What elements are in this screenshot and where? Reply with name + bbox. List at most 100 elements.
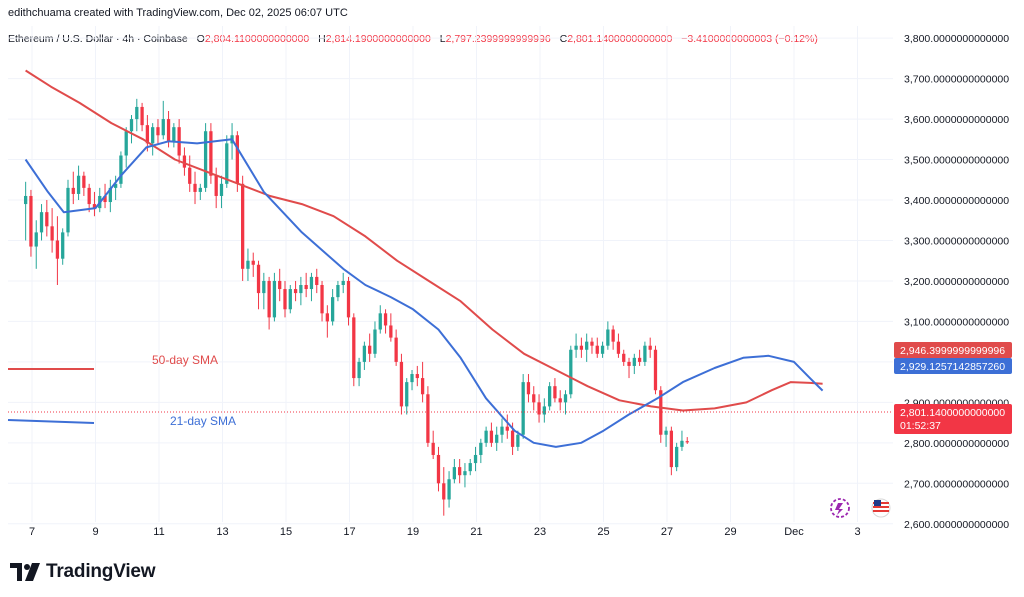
candle-body xyxy=(320,285,324,314)
candle-body xyxy=(415,374,419,379)
candle-body xyxy=(622,353,626,362)
candle xyxy=(256,260,261,310)
candle-body xyxy=(447,479,451,500)
candle xyxy=(680,430,684,451)
close-label: C xyxy=(559,33,568,45)
candle-body xyxy=(585,341,589,350)
candle-body xyxy=(71,187,75,194)
candle-body xyxy=(553,386,557,399)
candle-body xyxy=(590,341,594,346)
candle xyxy=(489,422,494,447)
candle-body xyxy=(436,454,441,484)
candle-body xyxy=(648,345,652,350)
candle xyxy=(235,131,239,192)
candle-body xyxy=(209,131,213,176)
candle xyxy=(547,382,552,411)
sma21-annotation-label: 21-day SMA xyxy=(170,414,236,428)
candle-body xyxy=(600,345,605,354)
symbol-title[interactable]: Ethereum / U.S. Dollar · 4h · Coinbase xyxy=(8,33,188,45)
candle xyxy=(336,280,340,302)
candle xyxy=(172,123,176,148)
candle xyxy=(420,361,425,403)
candle xyxy=(537,394,541,423)
candle xyxy=(505,414,509,439)
candle xyxy=(92,191,97,217)
candle-body xyxy=(505,426,509,431)
candle xyxy=(198,183,202,201)
author-caption: edithchuama created with TradingView.com… xyxy=(8,7,348,19)
candle xyxy=(66,179,70,237)
candle xyxy=(352,313,356,387)
candle-body xyxy=(346,280,351,318)
candle-body xyxy=(182,155,187,168)
candle xyxy=(473,446,478,472)
x-tick-label: 23 xyxy=(534,526,546,538)
candle xyxy=(458,459,462,484)
candle xyxy=(246,248,250,281)
candle xyxy=(542,398,546,423)
x-tick-label: 13 xyxy=(216,526,228,538)
candle xyxy=(563,390,568,415)
candle xyxy=(579,337,584,358)
candle xyxy=(108,179,112,213)
candle-body xyxy=(198,187,202,192)
candle-body xyxy=(156,127,160,136)
candle xyxy=(129,115,134,144)
y-tick-label: 3,100.0000000000000 xyxy=(904,316,1009,328)
x-tick-label: 21 xyxy=(470,526,482,538)
tradingview-logo-icon xyxy=(10,563,40,581)
replay-icon[interactable] xyxy=(830,498,850,518)
candle xyxy=(346,276,351,326)
candle xyxy=(627,357,631,379)
candle xyxy=(526,374,531,403)
x-tick-label: 11 xyxy=(153,526,164,538)
candle-body xyxy=(45,212,49,227)
x-tick-label: 3 xyxy=(854,526,860,538)
candle xyxy=(648,337,652,358)
candle-body xyxy=(214,175,218,196)
last-price-badge: 2,801.1400000000000 01:52:37 xyxy=(894,404,1012,434)
candle-body xyxy=(304,285,308,290)
y-tick-label: 3,800.0000000000000 xyxy=(904,33,1009,45)
candle-body xyxy=(135,106,139,120)
chart-header: edithchuama created with TradingView.com… xyxy=(0,0,1024,26)
candle-body xyxy=(362,345,367,362)
candle xyxy=(203,123,208,192)
candle xyxy=(664,426,668,447)
candle xyxy=(251,252,255,277)
tradingview-logo[interactable]: TradingView xyxy=(10,561,156,583)
candle-body xyxy=(442,483,446,500)
candle-body xyxy=(262,280,266,294)
sma50-badge-text: 2,946.3999999999996 xyxy=(900,345,1005,357)
candle xyxy=(82,171,86,196)
candle xyxy=(188,155,192,192)
candle xyxy=(521,374,525,439)
candle-body xyxy=(272,280,277,318)
candle xyxy=(436,446,441,492)
us-flag-icon[interactable] xyxy=(871,498,891,518)
candle-body xyxy=(293,289,298,294)
candle xyxy=(288,285,292,314)
sma21-badge-text: 2,929.1257142857260 xyxy=(900,361,1005,373)
candle xyxy=(500,418,504,443)
open-label: O xyxy=(196,33,205,45)
candle-body xyxy=(34,232,38,247)
countdown-text: 01:52:37 xyxy=(900,420,941,432)
candle-body xyxy=(500,426,504,435)
price-chart[interactable]: 2,600.0000000000000 2,700.0000000000000 2,… xyxy=(0,0,1024,545)
candle xyxy=(193,171,197,205)
candle-body xyxy=(569,349,573,395)
candle xyxy=(214,167,218,209)
candle xyxy=(309,272,314,302)
candle-body xyxy=(39,212,44,233)
candle-body xyxy=(574,345,578,350)
candle-body xyxy=(357,361,361,379)
candle xyxy=(219,175,224,209)
low-label: L xyxy=(439,33,446,45)
candle-body xyxy=(283,289,287,310)
candle xyxy=(558,390,562,411)
candle xyxy=(241,175,245,281)
candle-body xyxy=(29,195,33,247)
candle-body xyxy=(579,345,584,350)
candle xyxy=(182,147,187,176)
